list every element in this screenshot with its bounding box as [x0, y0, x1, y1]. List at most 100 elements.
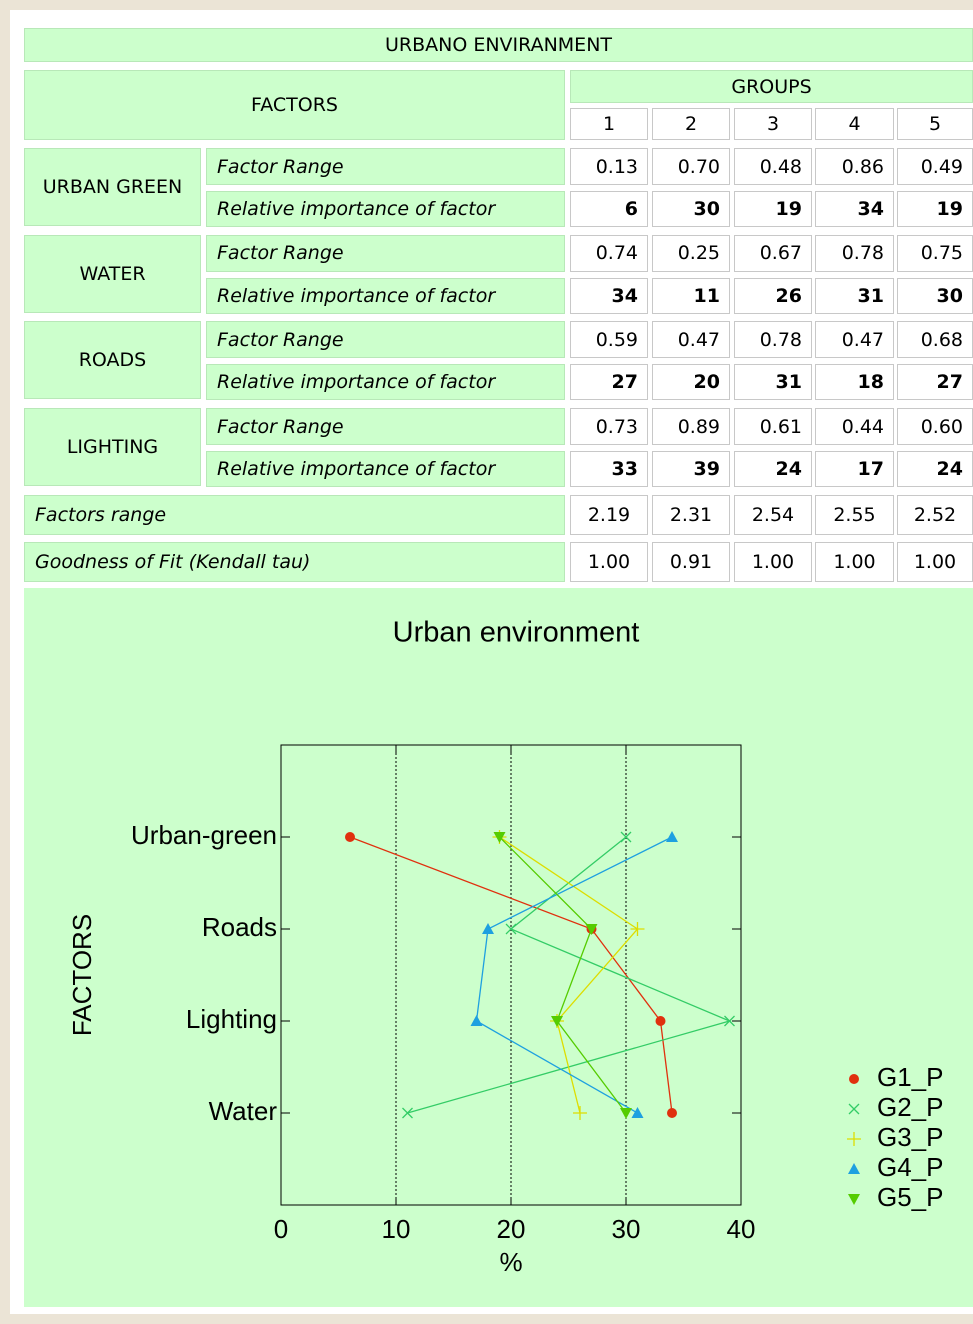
- importance-value: 24: [897, 451, 973, 488]
- legend-marker: [848, 1163, 860, 1174]
- range-value: 0.25: [652, 234, 730, 272]
- factor-name: LIGHTING: [24, 408, 201, 487]
- importance-value: 33: [570, 451, 648, 488]
- series-line: [349, 836, 673, 1114]
- y-tick-label: Urban-green: [131, 820, 277, 850]
- y-tick-label: Lighting: [186, 1004, 277, 1034]
- range-value: 0.73: [570, 408, 648, 446]
- summary-value: 1.00: [897, 542, 973, 582]
- importance-value: 34: [570, 277, 648, 314]
- range-value: 0.74: [570, 234, 648, 272]
- x-tick-label: 0: [274, 1214, 288, 1244]
- range-value: 0.47: [815, 321, 894, 359]
- legend-label: G4_P: [877, 1152, 944, 1182]
- data-point: [585, 924, 598, 935]
- data-point: [573, 1106, 587, 1120]
- row-label: Relative importance of factor: [206, 277, 565, 314]
- data-point: [402, 1107, 413, 1119]
- summary-label: Factors range: [24, 495, 565, 535]
- importance-value: 19: [734, 191, 812, 227]
- summary-value: 2.19: [570, 495, 648, 535]
- importance-value: 20: [652, 364, 730, 401]
- summary-value: 1.00: [734, 542, 812, 582]
- range-value: 0.78: [815, 234, 894, 272]
- group-number: 4: [815, 108, 894, 140]
- importance-value: 6: [570, 191, 648, 227]
- x-tick-label: 30: [612, 1214, 641, 1244]
- range-value: 0.89: [652, 408, 730, 446]
- range-value: 0.13: [570, 148, 648, 185]
- data-point: [505, 923, 517, 935]
- importance-value: 30: [897, 277, 973, 314]
- y-tick-label: Roads: [202, 912, 277, 942]
- group-number: 2: [652, 108, 730, 140]
- range-value: 0.48: [734, 148, 812, 185]
- group-number: 5: [897, 108, 973, 140]
- factor-name: URBAN GREEN: [24, 148, 201, 226]
- legend-marker: [848, 1194, 860, 1205]
- row-label: Relative importance of factor: [206, 364, 565, 401]
- group-number: 3: [734, 108, 812, 140]
- row-label: Relative importance of factor: [206, 191, 565, 227]
- summary-value: 0.91: [652, 542, 730, 582]
- legend-label: G3_P: [877, 1122, 944, 1152]
- series-line: [499, 836, 639, 1114]
- range-value: 0.44: [815, 408, 894, 446]
- x-tick-label: 20: [497, 1214, 526, 1244]
- range-value: 0.70: [652, 148, 730, 185]
- legend-marker: [849, 1074, 859, 1084]
- range-value: 0.60: [897, 408, 973, 446]
- range-value: 0.86: [815, 148, 894, 185]
- summary-value: 2.31: [652, 495, 730, 535]
- data-point: [345, 832, 355, 842]
- data-point: [482, 923, 494, 934]
- summary-label: Goodness of Fit (Kendall tau): [24, 542, 565, 582]
- row-label: Factor Range: [206, 148, 565, 185]
- chart: Urban environment 0 10 20 30 40 Urban-green Roa…: [67, 617, 944, 1277]
- data-point: [470, 1015, 483, 1026]
- summary-value: 2.54: [734, 495, 812, 535]
- series-line: [407, 836, 732, 1114]
- summary-value: 2.52: [897, 495, 973, 535]
- legend-label: G1_P: [877, 1062, 944, 1092]
- importance-value: 31: [734, 364, 812, 401]
- group-number: 1: [570, 108, 648, 140]
- importance-value: 11: [652, 277, 730, 314]
- factor-name: WATER: [24, 234, 201, 313]
- legend-marker: [847, 1132, 861, 1146]
- y-axis-label: FACTORS: [67, 914, 97, 1036]
- summary-value: 1.00: [815, 542, 894, 582]
- row-label: Relative importance of factor: [206, 451, 565, 488]
- plot-frame: [280, 744, 742, 1206]
- series-line: [499, 836, 627, 1114]
- summary-value: 1.00: [570, 542, 648, 582]
- chart-title: Urban environment: [393, 617, 640, 649]
- data-point: [551, 1016, 563, 1027]
- range-value: 0.78: [734, 321, 812, 359]
- range-value: 0.67: [734, 234, 812, 272]
- x-tick-label: 40: [727, 1214, 756, 1244]
- range-value: 0.49: [897, 148, 973, 185]
- data-point: [631, 1107, 644, 1118]
- groups-header: GROUPS: [570, 70, 973, 103]
- data-point: [667, 1108, 677, 1118]
- range-value: 0.75: [897, 234, 973, 272]
- legend-label: G2_P: [877, 1092, 944, 1122]
- row-label: Factor Range: [206, 408, 565, 446]
- x-tick-label: 10: [382, 1214, 411, 1244]
- data-point: [655, 1016, 666, 1026]
- table-title: URBANO ENVIRANMENT: [24, 28, 973, 62]
- importance-value: 18: [815, 364, 894, 401]
- data-point: [666, 831, 678, 842]
- range-value: 0.59: [570, 321, 648, 359]
- data-point: [724, 1015, 735, 1027]
- series-line: [475, 836, 673, 1114]
- importance-value: 17: [815, 451, 894, 488]
- legend-label: G5_P: [877, 1182, 944, 1212]
- chart-panel: Urban environment 0 10 20 30 40 Urban-green Roa…: [24, 588, 973, 1307]
- importance-value: 30: [652, 191, 730, 227]
- importance-value: 27: [570, 364, 648, 401]
- summary-value: 2.55: [815, 495, 894, 535]
- factor-name: ROADS: [24, 321, 201, 400]
